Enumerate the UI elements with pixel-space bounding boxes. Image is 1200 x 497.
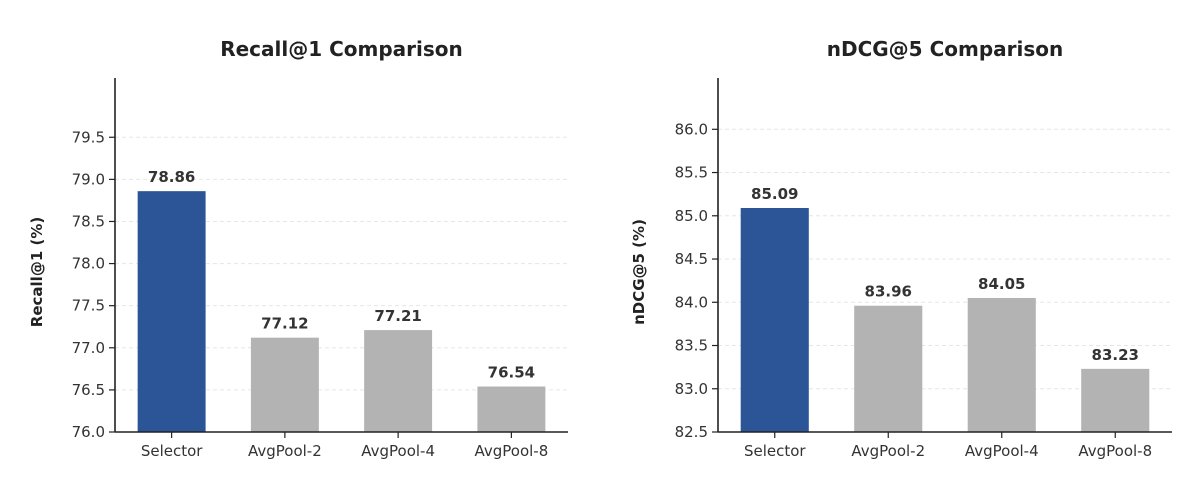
bar-selector [740,208,809,432]
bar-value-label: 77.12 [261,315,308,333]
bar-value-label: 84.05 [978,275,1025,293]
y-tick-label: 85.5 [675,164,708,182]
y-axis-label: nDCG@5 (%) [630,219,648,325]
y-tick-label: 86.0 [675,120,708,138]
x-tick-label: AvgPool-8 [1078,442,1152,460]
y-tick-label: 83.5 [675,337,708,355]
y-tick-label: 84.5 [675,250,708,268]
x-tick-label: Selector [141,442,203,460]
bar-value-label: 83.23 [1092,346,1139,364]
y-tick-label: 77.0 [72,339,105,357]
y-tick-label: 76.5 [72,381,105,399]
bar-value-label: 83.96 [865,283,912,301]
y-tick-label: 79.0 [72,170,105,188]
y-tick-label: 82.5 [675,423,708,441]
bar-value-label: 85.09 [751,185,798,203]
bar-avgpool-8 [477,386,546,432]
y-tick-label: 85.0 [675,207,708,225]
y-axis-label: Recall@1 (%) [28,217,46,327]
x-tick-label: AvgPool-4 [965,442,1039,460]
chart-title: nDCG@5 Comparison [827,37,1063,61]
bar-avgpool-2 [854,305,923,432]
ndcg-chart: nDCG@5 Comparison 82.5 83.0 83.5 84.0 84.5 85.… [630,37,1172,460]
x-tick-label: AvgPool-8 [474,442,548,460]
bar-value-label: 76.54 [488,364,535,382]
y-tick-label: 77.5 [72,297,105,315]
bar-selector [137,191,206,432]
bar-avgpool-4 [364,330,433,432]
y-tick-label: 84.0 [675,293,708,311]
x-tick-label: AvgPool-2 [248,442,322,460]
chart-title: Recall@1 Comparison [220,37,463,61]
y-tick-label: 78.0 [72,255,105,273]
bar-avgpool-2 [250,337,319,432]
x-tick-label: AvgPool-4 [361,442,435,460]
bar-value-label: 77.21 [374,307,421,325]
x-tick-label: AvgPool-2 [851,442,925,460]
y-tick-label: 76.0 [72,423,105,441]
bar-avgpool-4 [967,297,1036,432]
y-tick-label: 79.5 [72,128,105,146]
bar-avgpool-8 [1081,368,1150,432]
bar-value-label: 78.86 [148,168,195,186]
x-tick-label: Selector [744,442,806,460]
recall-chart: Recall@1 Comparison 76.0 76.5 77.0 77.5 78.0 7… [28,37,568,460]
y-tick-label: 78.5 [72,212,105,230]
y-tick-label: 83.0 [675,380,708,398]
